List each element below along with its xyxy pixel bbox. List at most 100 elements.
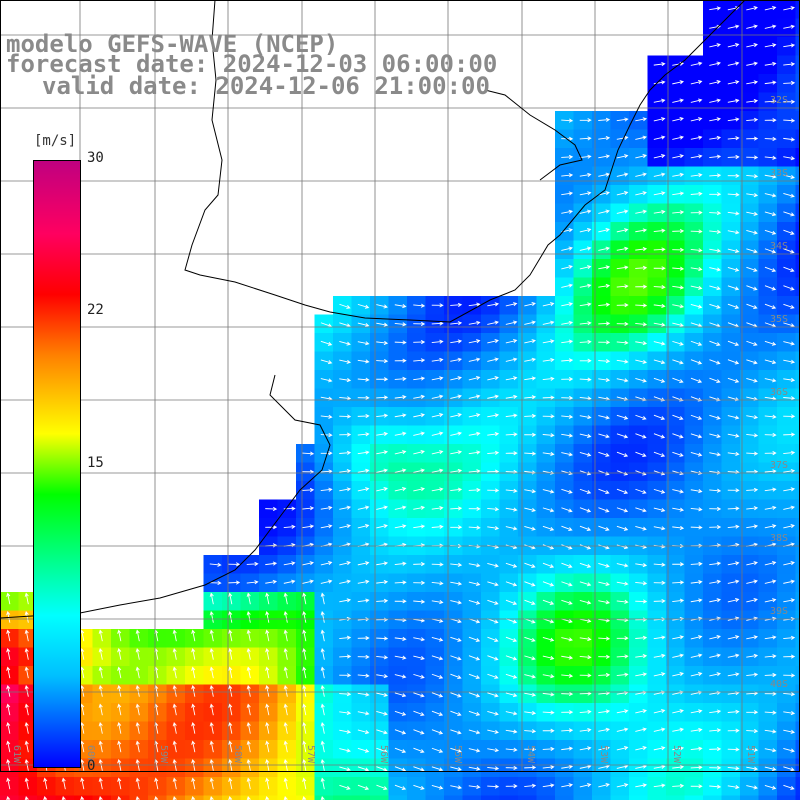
wind-arrow — [376, 729, 388, 735]
wind-cell — [684, 795, 704, 800]
wind-arrow — [339, 598, 352, 603]
wind-arrow — [653, 746, 666, 751]
wind-arrow — [672, 172, 685, 177]
wind-arrow — [653, 266, 666, 271]
wind-arrow — [653, 191, 666, 196]
wind-arrow — [727, 524, 740, 529]
wind-arrow — [561, 395, 574, 401]
wind-arrow — [598, 636, 611, 641]
wind-arrow — [746, 211, 758, 216]
wind-arrow — [653, 653, 666, 658]
wind-arrow — [339, 692, 352, 697]
colorbar-tick-0: 0 — [87, 758, 96, 774]
wind-arrow — [616, 709, 629, 714]
wind-arrow — [653, 672, 666, 677]
wind-arrow — [505, 302, 518, 307]
wind-arrow — [783, 192, 795, 198]
wind-arrow — [561, 599, 573, 605]
wind-arrow — [579, 339, 592, 344]
wind-arrow — [339, 579, 351, 584]
wind-arrow — [727, 561, 740, 566]
wind-arrow — [357, 636, 370, 641]
wind-arrow — [431, 303, 444, 308]
wind-arrow — [746, 672, 759, 677]
wind-cell — [555, 795, 575, 800]
wind-arrow — [653, 285, 666, 290]
wind-arrow — [487, 673, 499, 679]
wind-cell — [795, 185, 800, 205]
wind-arrow — [709, 285, 721, 291]
wind-arrow — [635, 414, 647, 420]
wind-arrow — [246, 777, 251, 790]
wind-cell — [795, 148, 800, 168]
wind-arrow — [376, 431, 389, 436]
wind-arrow — [468, 357, 481, 362]
wind-arrow — [172, 629, 177, 642]
wind-arrow — [561, 618, 573, 624]
wind-arrow — [302, 579, 314, 584]
wind-arrow — [579, 246, 592, 251]
wind-arrow — [339, 635, 352, 640]
wind-arrow — [672, 247, 685, 252]
wind-arrow — [376, 580, 389, 585]
wind-arrow — [672, 525, 685, 530]
wind-arrow — [339, 359, 351, 364]
wind-arrow — [764, 598, 777, 603]
wind-arrow — [579, 581, 592, 587]
wind-arrow — [709, 61, 721, 66]
wind-arrow — [24, 684, 29, 697]
wind-cell — [795, 758, 800, 778]
wind-arrow — [468, 487, 481, 493]
wind-arrow — [135, 795, 140, 800]
wind-arrow — [709, 117, 722, 122]
wind-arrow — [487, 710, 499, 716]
wind-arrow — [542, 692, 555, 697]
wind-arrow — [579, 562, 592, 568]
wind-arrow — [653, 117, 666, 122]
wind-arrow — [616, 172, 629, 177]
wind-arrow — [579, 783, 592, 788]
wind-arrow — [579, 451, 592, 457]
wind-arrow — [727, 709, 740, 714]
wind-arrow — [709, 173, 722, 178]
wind-arrow — [357, 468, 370, 473]
wind-arrow — [542, 433, 555, 438]
wind-arrow — [468, 673, 481, 680]
wind-cell — [148, 795, 168, 800]
wind-arrow — [783, 359, 796, 364]
wind-arrow — [6, 684, 11, 697]
wind-arrow — [579, 377, 592, 382]
wind-arrow — [357, 673, 370, 678]
wind-arrow — [598, 709, 611, 714]
wind-arrow — [524, 783, 537, 788]
wind-arrow — [561, 191, 574, 196]
wind-arrow — [320, 666, 325, 679]
lon-label: 53W — [598, 745, 609, 764]
wind-arrow — [561, 265, 573, 270]
wind-arrow — [413, 487, 425, 492]
wind-arrow — [653, 341, 666, 346]
wind-arrow — [579, 673, 592, 678]
wind-cell — [499, 795, 519, 800]
wind-arrow — [431, 487, 444, 492]
wind-arrow — [468, 563, 481, 568]
wind-arrow — [228, 666, 233, 679]
wind-arrow — [135, 740, 140, 753]
wind-arrow — [746, 506, 759, 511]
wind-arrow — [616, 154, 629, 159]
wind-arrow — [394, 358, 407, 363]
wind-arrow — [487, 302, 500, 307]
wind-arrow — [709, 210, 722, 216]
wind-arrow — [283, 666, 288, 679]
wind-cell — [795, 203, 800, 223]
wind-arrow — [487, 507, 500, 512]
wind-arrow — [302, 647, 307, 660]
wind-arrow — [431, 524, 444, 529]
wind-arrow — [505, 357, 518, 362]
wind-arrow — [228, 647, 233, 660]
wind-arrow — [690, 635, 703, 640]
wind-arrow — [24, 703, 29, 716]
wind-arrow — [727, 728, 740, 733]
wind-arrow — [727, 672, 740, 677]
wind-arrow — [450, 376, 462, 381]
